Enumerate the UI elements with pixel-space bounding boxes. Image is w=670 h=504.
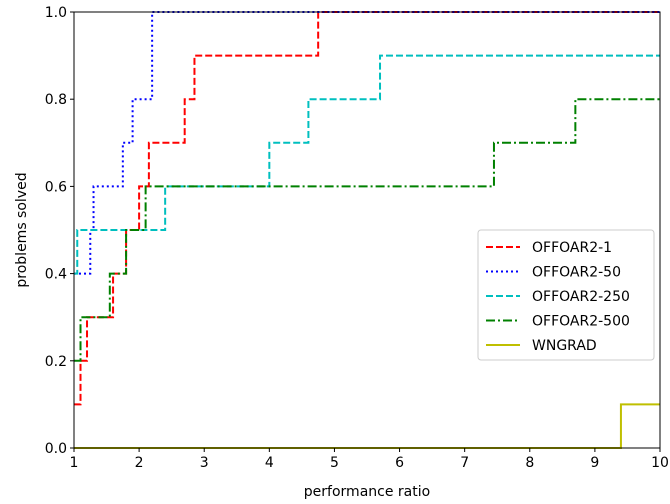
x-tick-label: 9 [590,455,599,471]
x-tick-label: 5 [330,455,339,471]
x-tick-label: 4 [265,455,274,471]
ticks-layer: 1 2 3 4 5 6 7 8 9 10 0.0 0.2 0.4 0.6 0.8 1.0 [45,5,669,471]
legend-label-0: OFFOAR2-1 [532,240,612,256]
y-tick-label: 0.4 [45,267,67,283]
legend-label-2: OFFOAR2-250 [532,289,630,305]
y-tick-label: 1.0 [45,5,67,21]
x-tick-label: 7 [460,455,469,471]
series-line-0 [74,11,660,406]
x-tick-label: 2 [135,455,144,471]
x-tick-label: 8 [525,455,534,471]
legend-label-4: WNGRAD [532,338,597,354]
y-tick-label: 0.6 [45,179,67,195]
x-tick-label: 10 [651,455,669,471]
legend: OFFOAR2-1 OFFOAR2-50 OFFOAR2-250 OFFOAR2-50… [477,229,655,361]
x-tick-label: 1 [70,455,79,471]
x-tick-label: 3 [200,455,209,471]
y-axis-label: problems solved [14,172,30,287]
legend-box [477,229,655,361]
series-line-4 [74,403,660,449]
y-tick-label: 0.8 [45,92,67,108]
y-tick-label: 0.2 [45,354,67,370]
plot-frame [73,11,661,449]
series-line-2 [74,54,660,275]
legend-label-3: OFFOAR2-500 [532,314,630,330]
x-tick-label: 6 [395,455,404,471]
series-line-3 [74,98,660,362]
legend-label-1: OFFOAR2-50 [532,265,621,281]
y-tick-label: 0.0 [45,441,67,457]
x-axis-label: performance ratio [304,484,430,500]
